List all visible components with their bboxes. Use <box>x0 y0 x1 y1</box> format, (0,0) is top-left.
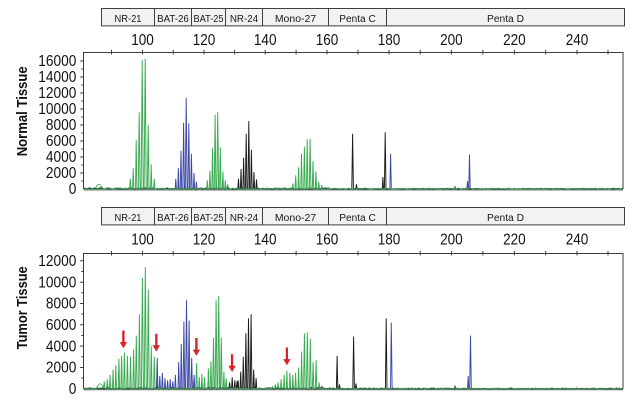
svg-text:NR-24: NR-24 <box>230 14 259 25</box>
svg-text:Penta D: Penta D <box>487 14 524 25</box>
svg-text:Mono-27: Mono-27 <box>275 14 317 25</box>
svg-text:0: 0 <box>69 381 77 398</box>
svg-text:16000: 16000 <box>38 53 76 70</box>
svg-text:180: 180 <box>378 32 401 49</box>
svg-text:Penta C: Penta C <box>339 14 376 25</box>
svg-text:2000: 2000 <box>46 165 76 182</box>
svg-text:10000: 10000 <box>38 101 76 118</box>
svg-text:NR-24: NR-24 <box>230 213 259 224</box>
svg-text:8000: 8000 <box>46 296 76 313</box>
svg-text:BAT-26: BAT-26 <box>157 213 189 224</box>
svg-text:12000: 12000 <box>38 253 76 270</box>
svg-text:2000: 2000 <box>46 360 76 377</box>
svg-text:140: 140 <box>254 232 277 249</box>
svg-text:12000: 12000 <box>38 85 76 102</box>
svg-text:BAT-25: BAT-25 <box>194 213 224 224</box>
svg-text:6000: 6000 <box>46 317 76 334</box>
svg-text:160: 160 <box>316 232 339 249</box>
svg-text:10000: 10000 <box>38 274 76 291</box>
svg-text:4000: 4000 <box>46 149 76 166</box>
svg-text:4000: 4000 <box>46 338 76 355</box>
svg-text:140: 140 <box>254 32 277 49</box>
svg-text:240: 240 <box>566 232 589 249</box>
svg-text:BAT-26: BAT-26 <box>157 14 189 25</box>
svg-text:NR-21: NR-21 <box>115 14 142 25</box>
svg-text:Tumor Tissue: Tumor Tissue <box>14 266 31 349</box>
svg-text:200: 200 <box>440 232 463 249</box>
svg-text:200: 200 <box>440 32 463 49</box>
svg-text:Penta D: Penta D <box>487 213 524 224</box>
svg-text:Penta C: Penta C <box>339 213 376 224</box>
svg-text:220: 220 <box>503 232 526 249</box>
svg-text:240: 240 <box>566 32 589 49</box>
svg-text:BAT-25: BAT-25 <box>194 14 224 25</box>
svg-text:220: 220 <box>503 32 526 49</box>
svg-text:100: 100 <box>131 32 154 49</box>
svg-text:120: 120 <box>193 232 216 249</box>
svg-text:Normal Tissue: Normal Tissue <box>14 66 31 156</box>
svg-text:100: 100 <box>131 232 154 249</box>
svg-text:160: 160 <box>316 32 339 49</box>
svg-text:120: 120 <box>193 32 216 49</box>
svg-text:14000: 14000 <box>38 69 76 86</box>
svg-text:8000: 8000 <box>46 117 76 134</box>
svg-text:0: 0 <box>69 181 77 198</box>
svg-text:6000: 6000 <box>46 133 76 150</box>
svg-text:Mono-27: Mono-27 <box>275 213 317 224</box>
svg-text:NR-21: NR-21 <box>115 213 142 224</box>
svg-text:180: 180 <box>378 232 401 249</box>
